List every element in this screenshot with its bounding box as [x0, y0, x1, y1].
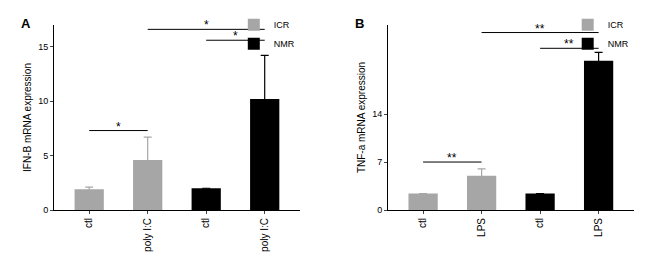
svg-text:0: 0: [377, 205, 382, 215]
svg-text:ctl: ctl: [534, 218, 545, 228]
svg-text:ICR: ICR: [608, 20, 624, 30]
svg-text:ctl: ctl: [200, 218, 211, 228]
svg-text:*: *: [204, 18, 209, 32]
svg-text:**: **: [535, 22, 545, 36]
svg-text:*: *: [116, 120, 121, 134]
svg-text:10: 10: [38, 96, 48, 106]
svg-text:IFN-B mRNA expression: IFN-B mRNA expression: [22, 63, 33, 172]
svg-text:ctl: ctl: [83, 218, 94, 228]
svg-text:NMR: NMR: [274, 39, 295, 49]
svg-text:15: 15: [38, 42, 48, 52]
svg-text:7: 7: [377, 157, 382, 167]
svg-text:poly I:C: poly I:C: [259, 218, 270, 252]
svg-text:ICR: ICR: [274, 20, 290, 30]
svg-text:poly I:C: poly I:C: [142, 218, 153, 252]
svg-text:14: 14: [372, 109, 382, 119]
svg-text:B: B: [355, 16, 364, 31]
svg-text:LPS: LPS: [476, 218, 487, 237]
svg-text:0: 0: [43, 205, 48, 215]
svg-text:TNF-a mRNA expression: TNF-a mRNA expression: [356, 62, 367, 173]
svg-text:**: **: [447, 151, 457, 165]
svg-text:*: *: [233, 29, 238, 43]
svg-text:NMR: NMR: [608, 39, 629, 49]
svg-text:A: A: [21, 16, 31, 31]
svg-text:LPS: LPS: [593, 218, 604, 237]
svg-text:5: 5: [43, 151, 48, 161]
svg-text:**: **: [564, 37, 574, 51]
svg-text:ctl: ctl: [417, 218, 428, 228]
